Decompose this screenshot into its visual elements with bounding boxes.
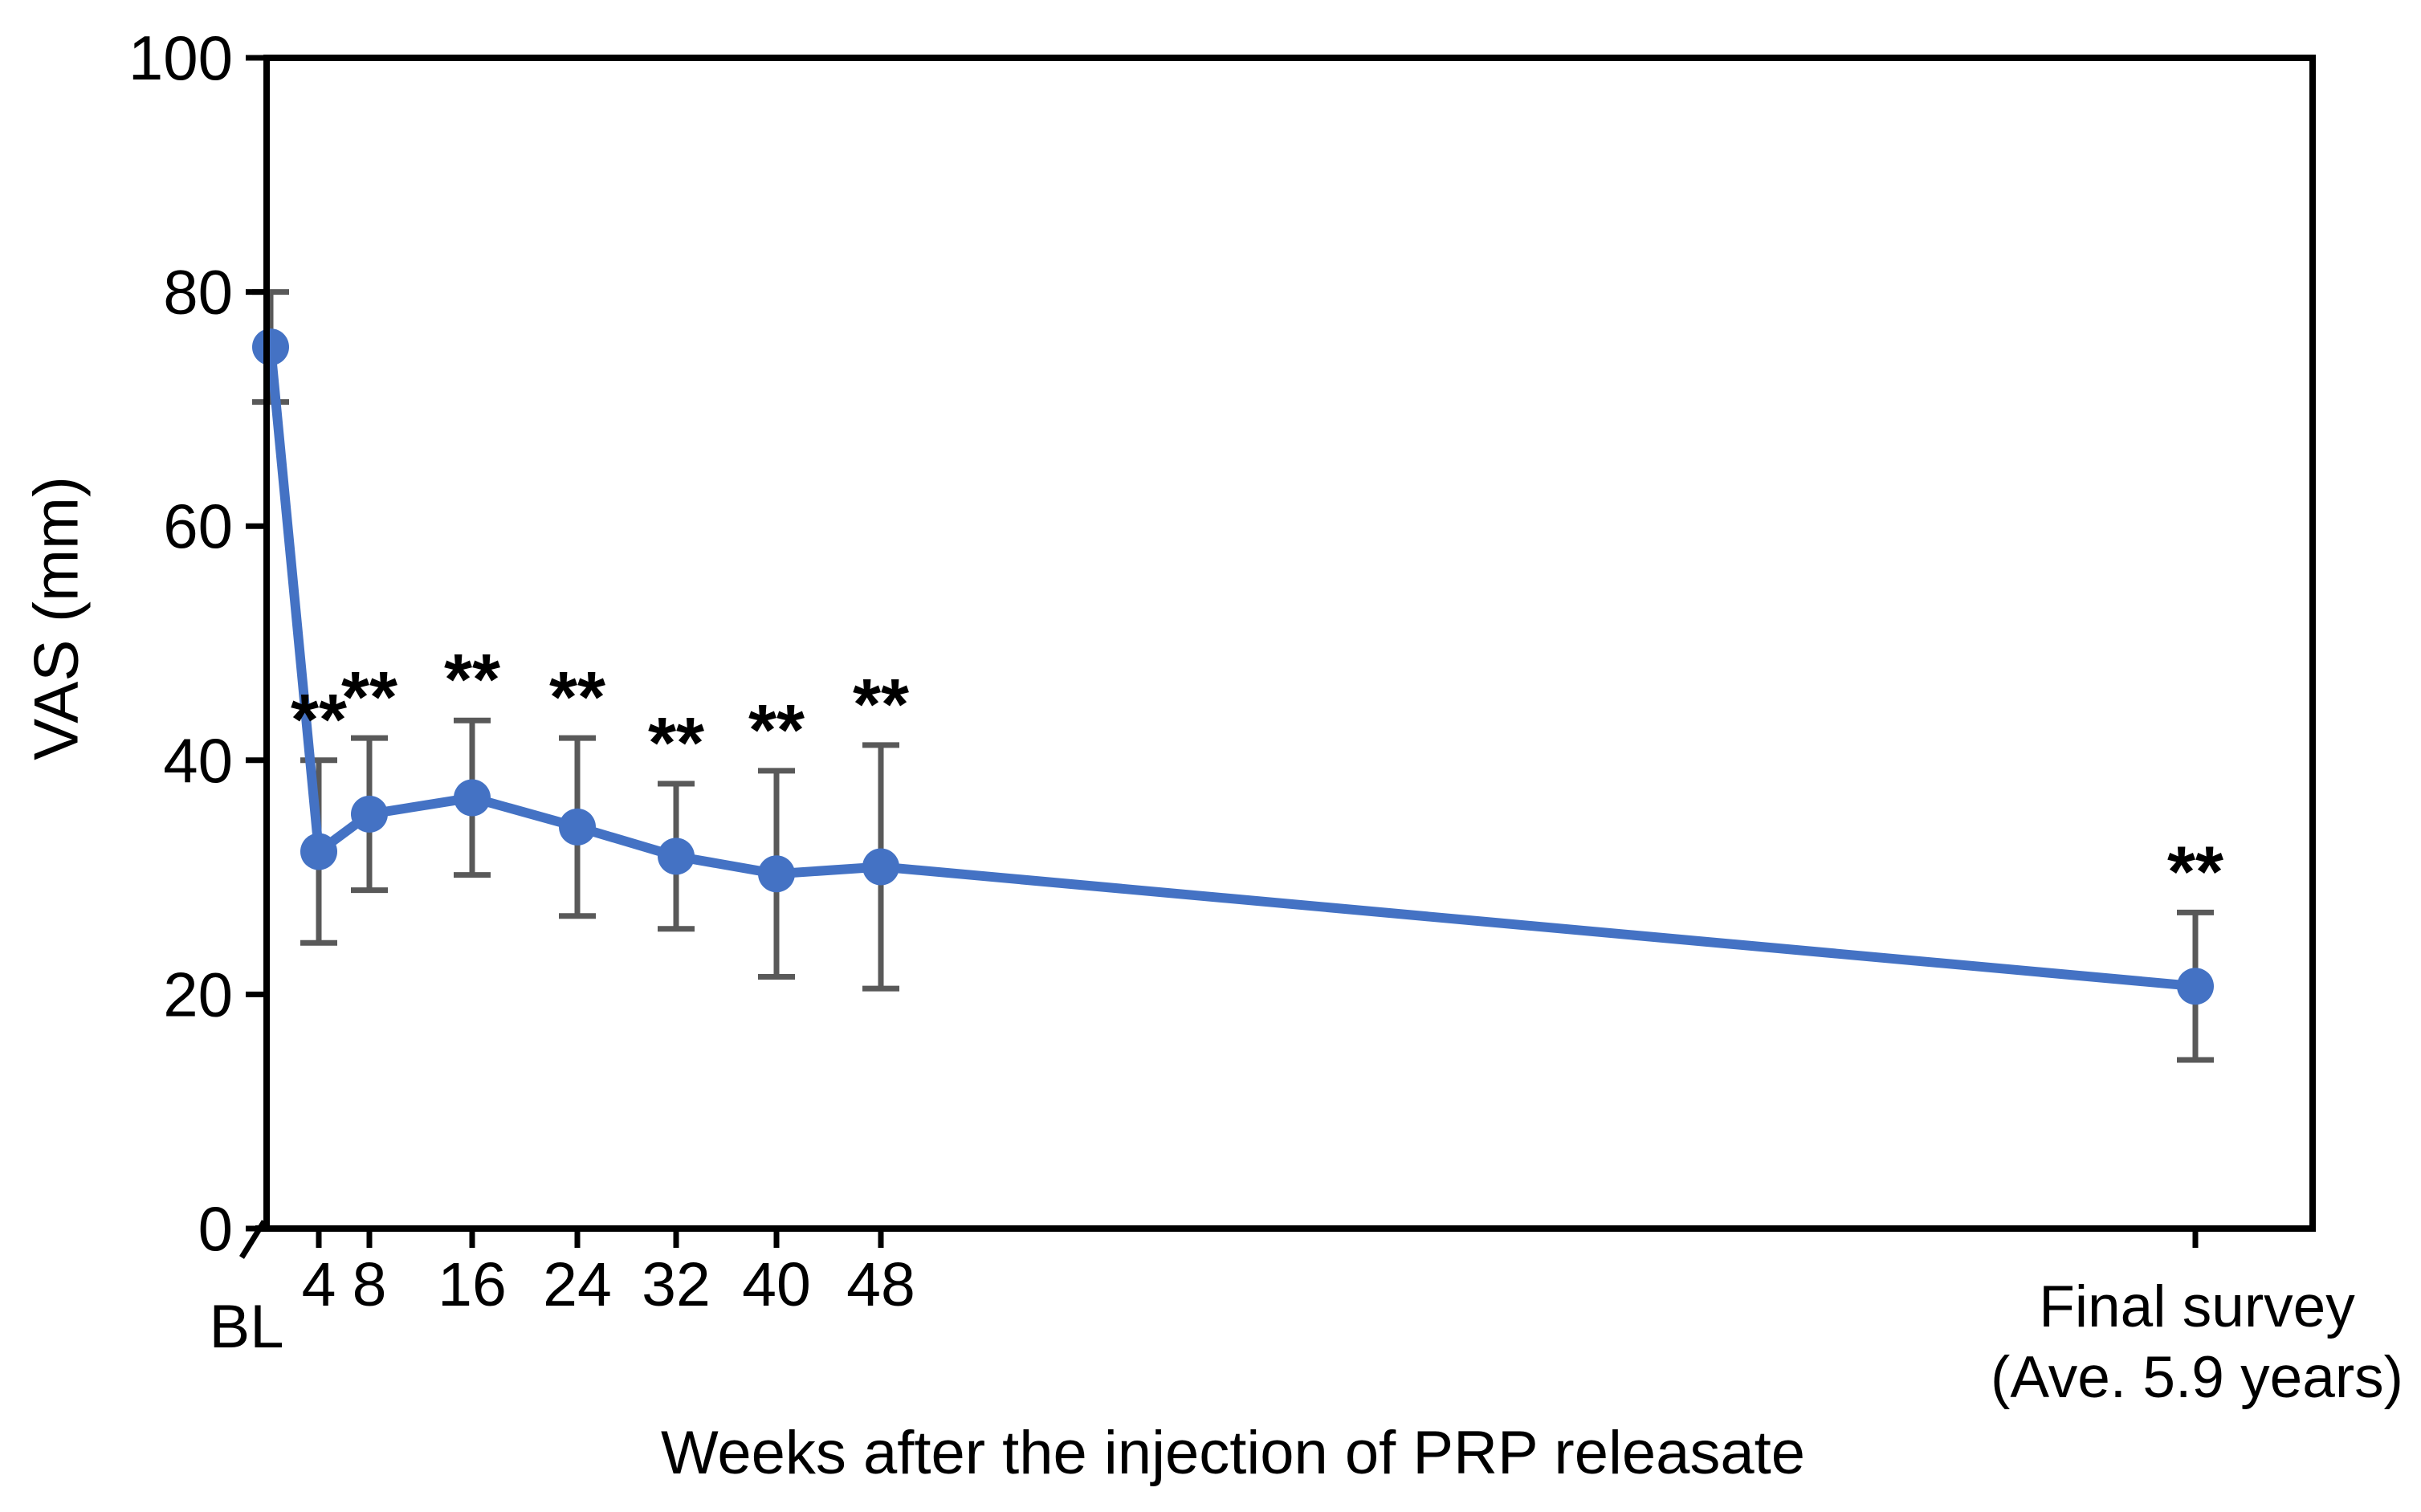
- x-tick-label-48: 48: [846, 1250, 915, 1319]
- x-tick-label-8: 8: [353, 1250, 387, 1319]
- x-tick-label-40: 40: [742, 1250, 811, 1319]
- x-tick-label-final-survey-line1: Final survey: [2039, 1274, 2355, 1339]
- data-point-4: [300, 833, 337, 870]
- significance-marker-final-survey: **: [2167, 832, 2223, 912]
- y-tick-label-100: 100: [128, 22, 233, 93]
- data-point-24: [559, 808, 596, 846]
- x-tick-label-4: 4: [302, 1250, 336, 1319]
- y-tick-label-0: 0: [198, 1193, 233, 1264]
- significance-marker-24: **: [549, 658, 605, 738]
- x-tick-label-32: 32: [642, 1250, 711, 1319]
- significance-marker-16: **: [444, 640, 500, 720]
- data-point-final-survey: [2177, 968, 2214, 1005]
- data-point-bl: [252, 328, 289, 366]
- y-tick-label-20: 20: [163, 959, 233, 1029]
- x-axis-title: Weeks after the injection of PRP releasa…: [660, 1419, 1806, 1487]
- x-tick-label-final-survey-line2: (Ave. 5.9 years): [1991, 1345, 2403, 1410]
- y-tick-label-60: 60: [163, 491, 233, 561]
- x-tick-label-16: 16: [438, 1250, 507, 1319]
- data-point-48: [862, 848, 899, 886]
- x-tick-label-24: 24: [543, 1250, 612, 1319]
- significance-marker-4: **: [291, 680, 347, 760]
- x-tick-slash-bl: [239, 1220, 267, 1259]
- data-point-16: [454, 779, 491, 817]
- data-point-32: [658, 838, 695, 875]
- data-point-8: [351, 795, 388, 833]
- y-axis-title: VAS (mm): [20, 476, 92, 760]
- significance-marker-32: **: [648, 703, 704, 784]
- data-point-40: [758, 855, 795, 893]
- significance-marker-8: **: [341, 658, 397, 738]
- y-tick-label-40: 40: [163, 725, 233, 796]
- significance-marker-40: **: [748, 691, 805, 771]
- significance-marker-48: **: [853, 665, 909, 745]
- y-tick-label-80: 80: [163, 257, 233, 328]
- x-tick-label-bl: BL: [210, 1293, 284, 1361]
